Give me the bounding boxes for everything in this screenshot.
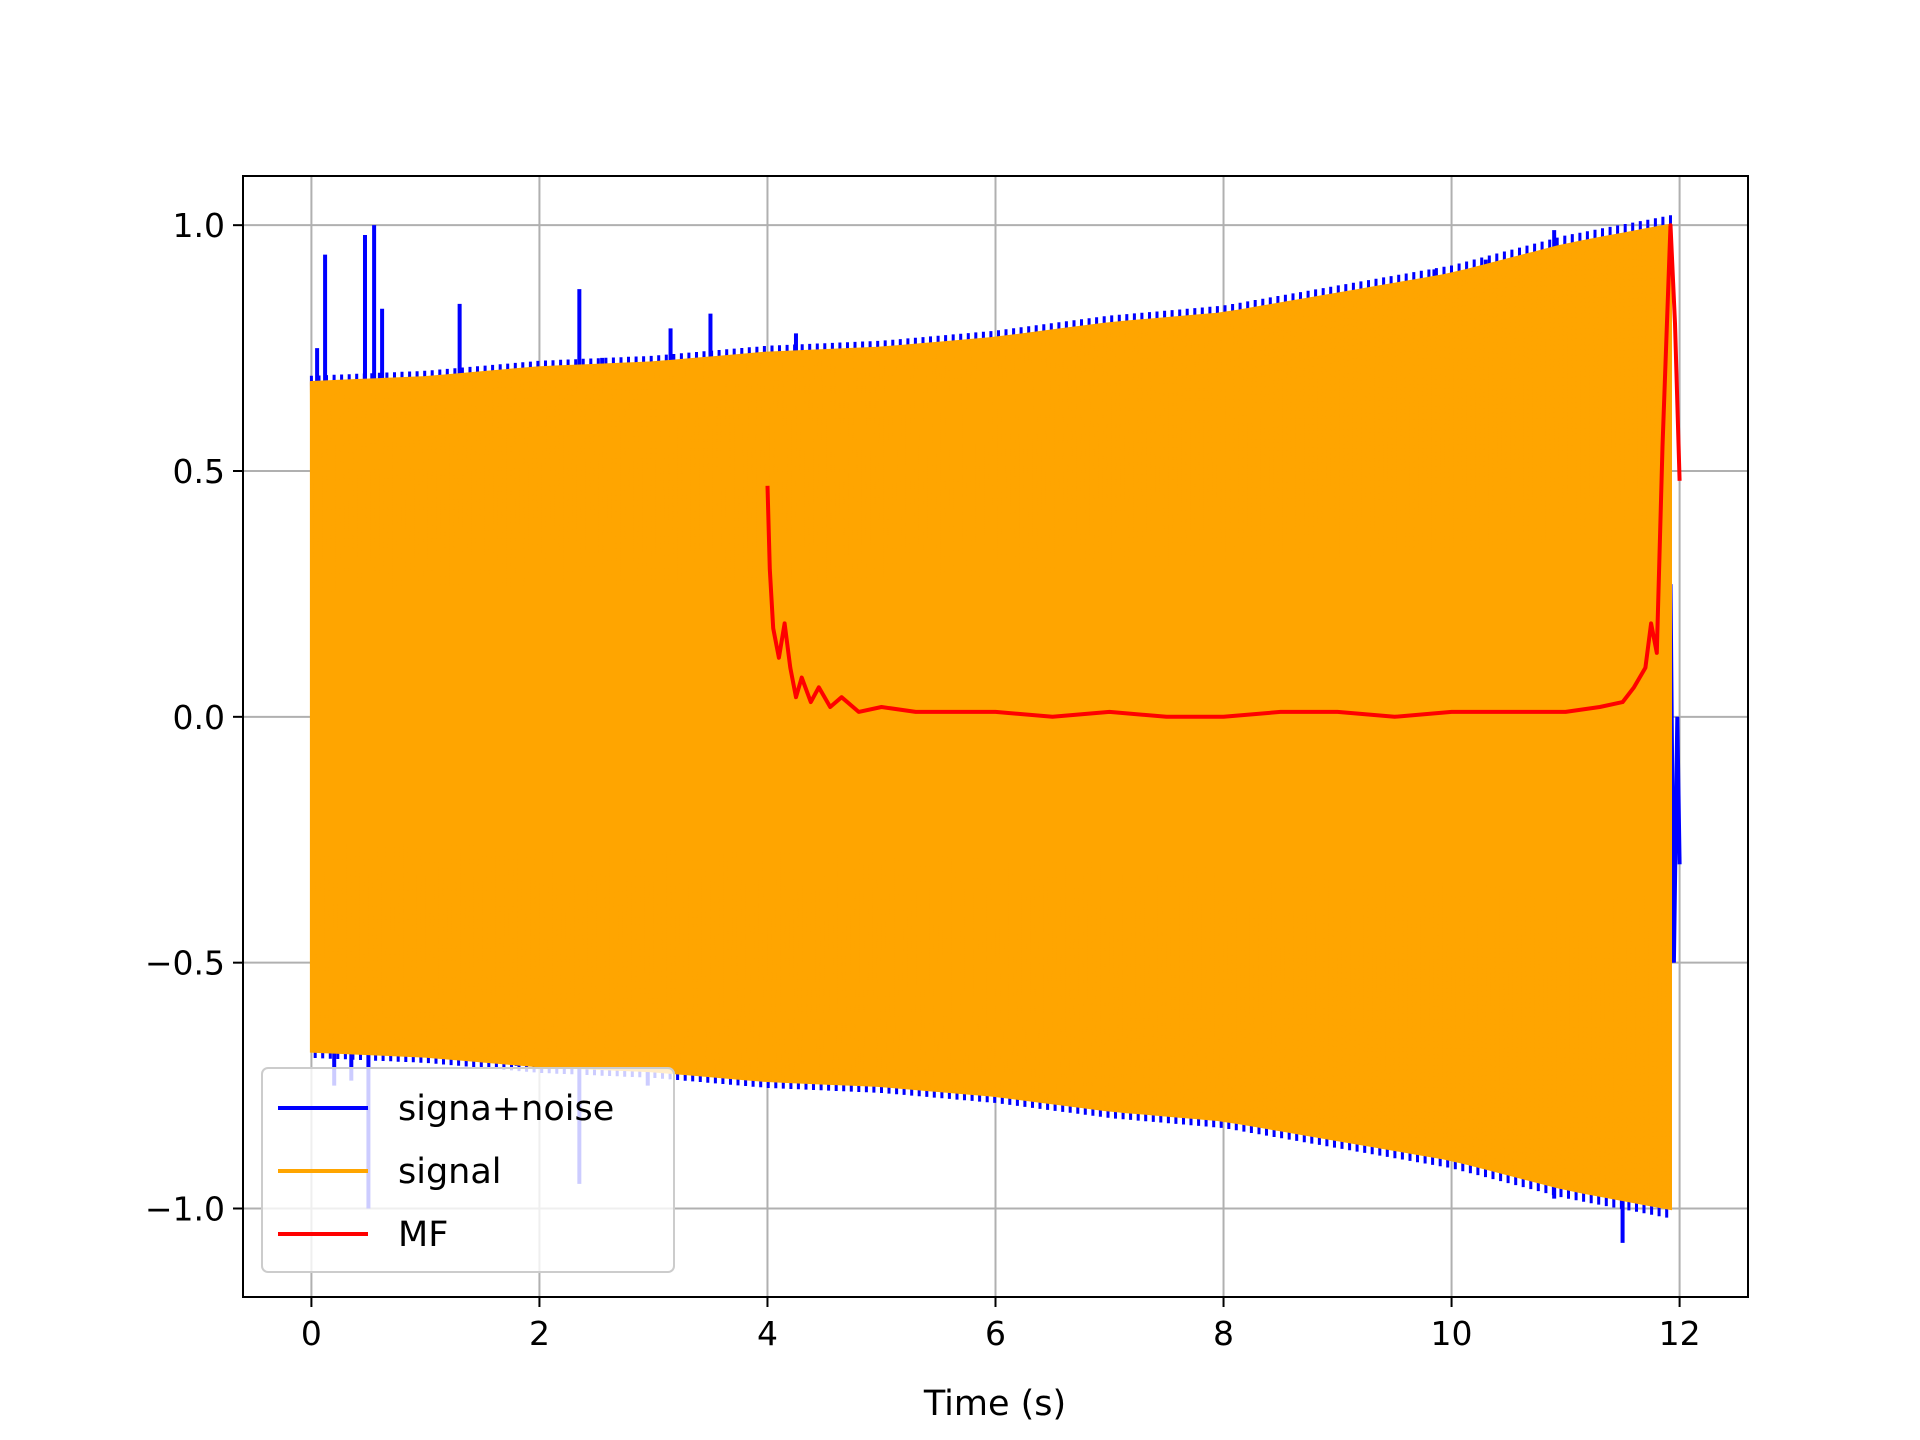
series-mf: [765, 223, 1682, 719]
signal-line: [309, 225, 1672, 1209]
data-layer: [309, 215, 1682, 1243]
x-tick-label: 4: [757, 1314, 778, 1353]
ticks: 0 2 4 6 8 10 12 −1.0 −0.5 0.0 0.5 1.0: [145, 206, 1701, 1353]
legend: signa+noise signal MF: [261, 1067, 675, 1273]
signa-noise-line: [309, 215, 1672, 1218]
y-tick-label: 0.0: [173, 698, 225, 737]
legend-label: MF: [398, 1215, 448, 1255]
legend-label: signal: [398, 1152, 502, 1192]
legend-box: [261, 1067, 675, 1273]
y-tick-label: −0.5: [145, 944, 225, 983]
x-tick-label: 6: [985, 1314, 1006, 1353]
x-tick-label: 2: [529, 1314, 550, 1353]
series-signal: [309, 223, 1672, 1211]
x-tick-label: 8: [1213, 1314, 1234, 1353]
x-tick-label: 12: [1659, 1314, 1701, 1353]
mf-line: [765, 223, 1682, 719]
y-tick-label: 0.5: [173, 452, 225, 491]
legend-label: signa+noise: [398, 1089, 614, 1129]
x-axis-label: Time (s): [923, 1384, 1066, 1424]
x-tick-label: 0: [301, 1314, 322, 1353]
signa-noise-tail: [1668, 584, 1682, 963]
y-tick-label: 1.0: [173, 206, 225, 245]
y-tick-label: −1.0: [145, 1190, 225, 1229]
x-tick-label: 10: [1431, 1314, 1473, 1353]
